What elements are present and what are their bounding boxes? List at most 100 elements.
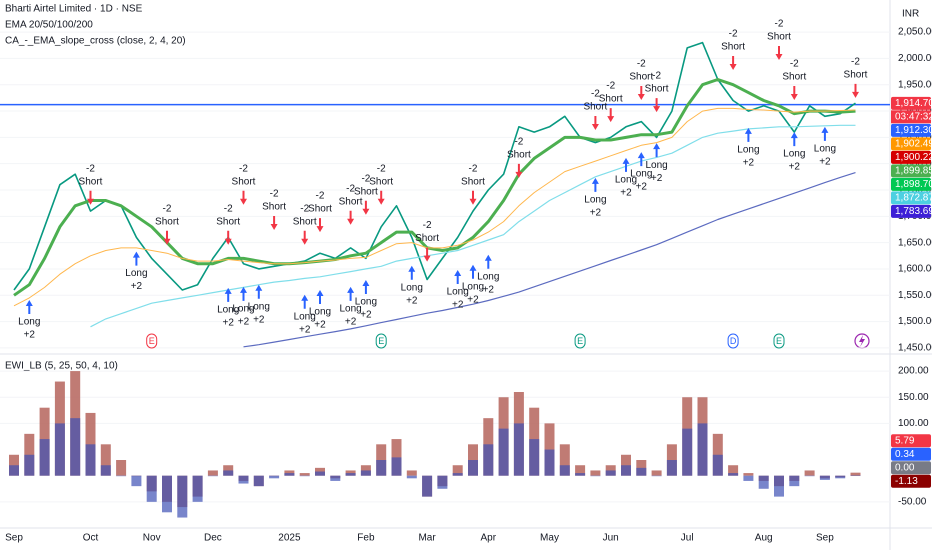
price-label: 1,900.22 [895,152,932,163]
histogram-bar [559,444,570,476]
signal-name: Short [782,72,806,83]
signal-score: -2 [606,81,615,92]
signal-score: +2 [299,324,311,335]
long-arrow [132,251,140,266]
y-tick-label: 1,950.00 [898,79,932,90]
histogram-bar [819,475,830,480]
histogram-bar [315,471,325,476]
long-arrow [25,300,33,314]
signal-score: -2 [469,163,478,174]
chart-title: Bharti Airtel Limited · 1D · NSE [5,4,143,15]
signal-score: -2 [729,29,738,40]
y-tick-label: -50.00 [898,496,927,507]
signal-name: Long [401,282,423,293]
y-tick-label: 1,800.00 [898,158,932,169]
long-arrow [484,254,492,269]
histogram-bar [100,465,111,476]
signal-name: Long [232,303,254,314]
histogram-bar [422,475,433,497]
short-arrow [87,190,94,205]
histogram-bar [177,475,188,518]
short-arrow [423,247,431,262]
long-arrow [224,287,232,302]
signal-name: Long [355,297,377,308]
signal-score: -2 [637,59,646,70]
signal-name: Long [248,301,270,312]
histogram-bar [39,439,50,476]
histogram-bar [575,473,586,476]
histogram-bar [162,475,172,513]
signal-name: Short [599,94,623,105]
line-series [13,41,856,291]
price-label: 1,899.85 [895,165,932,176]
histogram-bar [774,475,784,497]
signal-score: -2 [652,71,661,82]
countdown: 03:47:32 [895,111,932,122]
signal-score: -2 [316,191,325,202]
signal-name: Short [629,72,653,83]
histogram-bar [590,470,601,476]
axis-unit: INR [902,9,919,20]
signal-name: Short [767,32,791,43]
short-arrow [362,200,370,215]
short-arrow [591,116,599,130]
signal-score: +2 [222,318,234,329]
histogram-bar [299,473,310,476]
histogram-bar [452,465,463,476]
price-label: 0.00 [895,462,915,473]
signal-name: Long [125,268,147,279]
signal-name: Short [155,216,179,227]
x-tick-label: Dec [204,533,222,544]
signal-name: Short [415,233,439,244]
long-arrow [790,132,798,147]
signal-name: Short [645,84,669,95]
event-label: D [730,336,737,346]
short-arrow [729,56,737,70]
signal-name: Long [814,143,836,154]
y-tick-label: 1,550.00 [898,290,932,301]
signal-name: Short [293,216,317,227]
signal-score: +2 [636,182,648,193]
signal-name: Short [461,176,485,187]
long-arrow [454,270,462,284]
y-tick-label: 1,450.00 [898,343,932,354]
histogram-bar [299,475,310,477]
line-series [13,78,856,297]
histogram-bar [544,449,555,476]
histogram-bar [406,470,417,476]
y-tick-label: 2,050.00 [898,27,932,38]
histogram-bar [743,475,754,481]
short-arrow [515,163,523,178]
y-tick-label: 2,000.00 [898,53,932,64]
signal-score: -2 [346,183,355,194]
short-arrow [790,86,798,100]
price-label-box [891,150,931,164]
histogram-bar [70,418,81,476]
short-arrow [775,46,783,60]
histogram-bar [54,423,65,476]
histogram-bar [468,460,478,476]
long-arrow [637,152,645,167]
histogram-bar [651,470,662,476]
y-tick-label: 1,500.00 [898,316,932,327]
signal-score: +2 [743,158,755,169]
histogram-bar [376,460,387,476]
price-label-box [891,96,931,110]
price-label: 1,872.87 [895,192,932,203]
signal-name: Short [844,70,868,81]
histogram-bar [24,454,35,476]
signal-name: Long [477,271,499,282]
histogram-bar [621,465,631,476]
signal-score: +2 [238,316,250,327]
histogram-bar [666,460,677,476]
signal-name: Short [232,176,256,187]
histogram-bar [483,444,494,476]
event-marker [574,333,586,349]
line-series [13,107,856,307]
long-arrow [744,127,752,142]
histogram-bar [498,428,509,476]
signal-score: +2 [253,314,265,325]
signal-name: Short [369,176,393,187]
signal-name: Short [721,42,745,53]
